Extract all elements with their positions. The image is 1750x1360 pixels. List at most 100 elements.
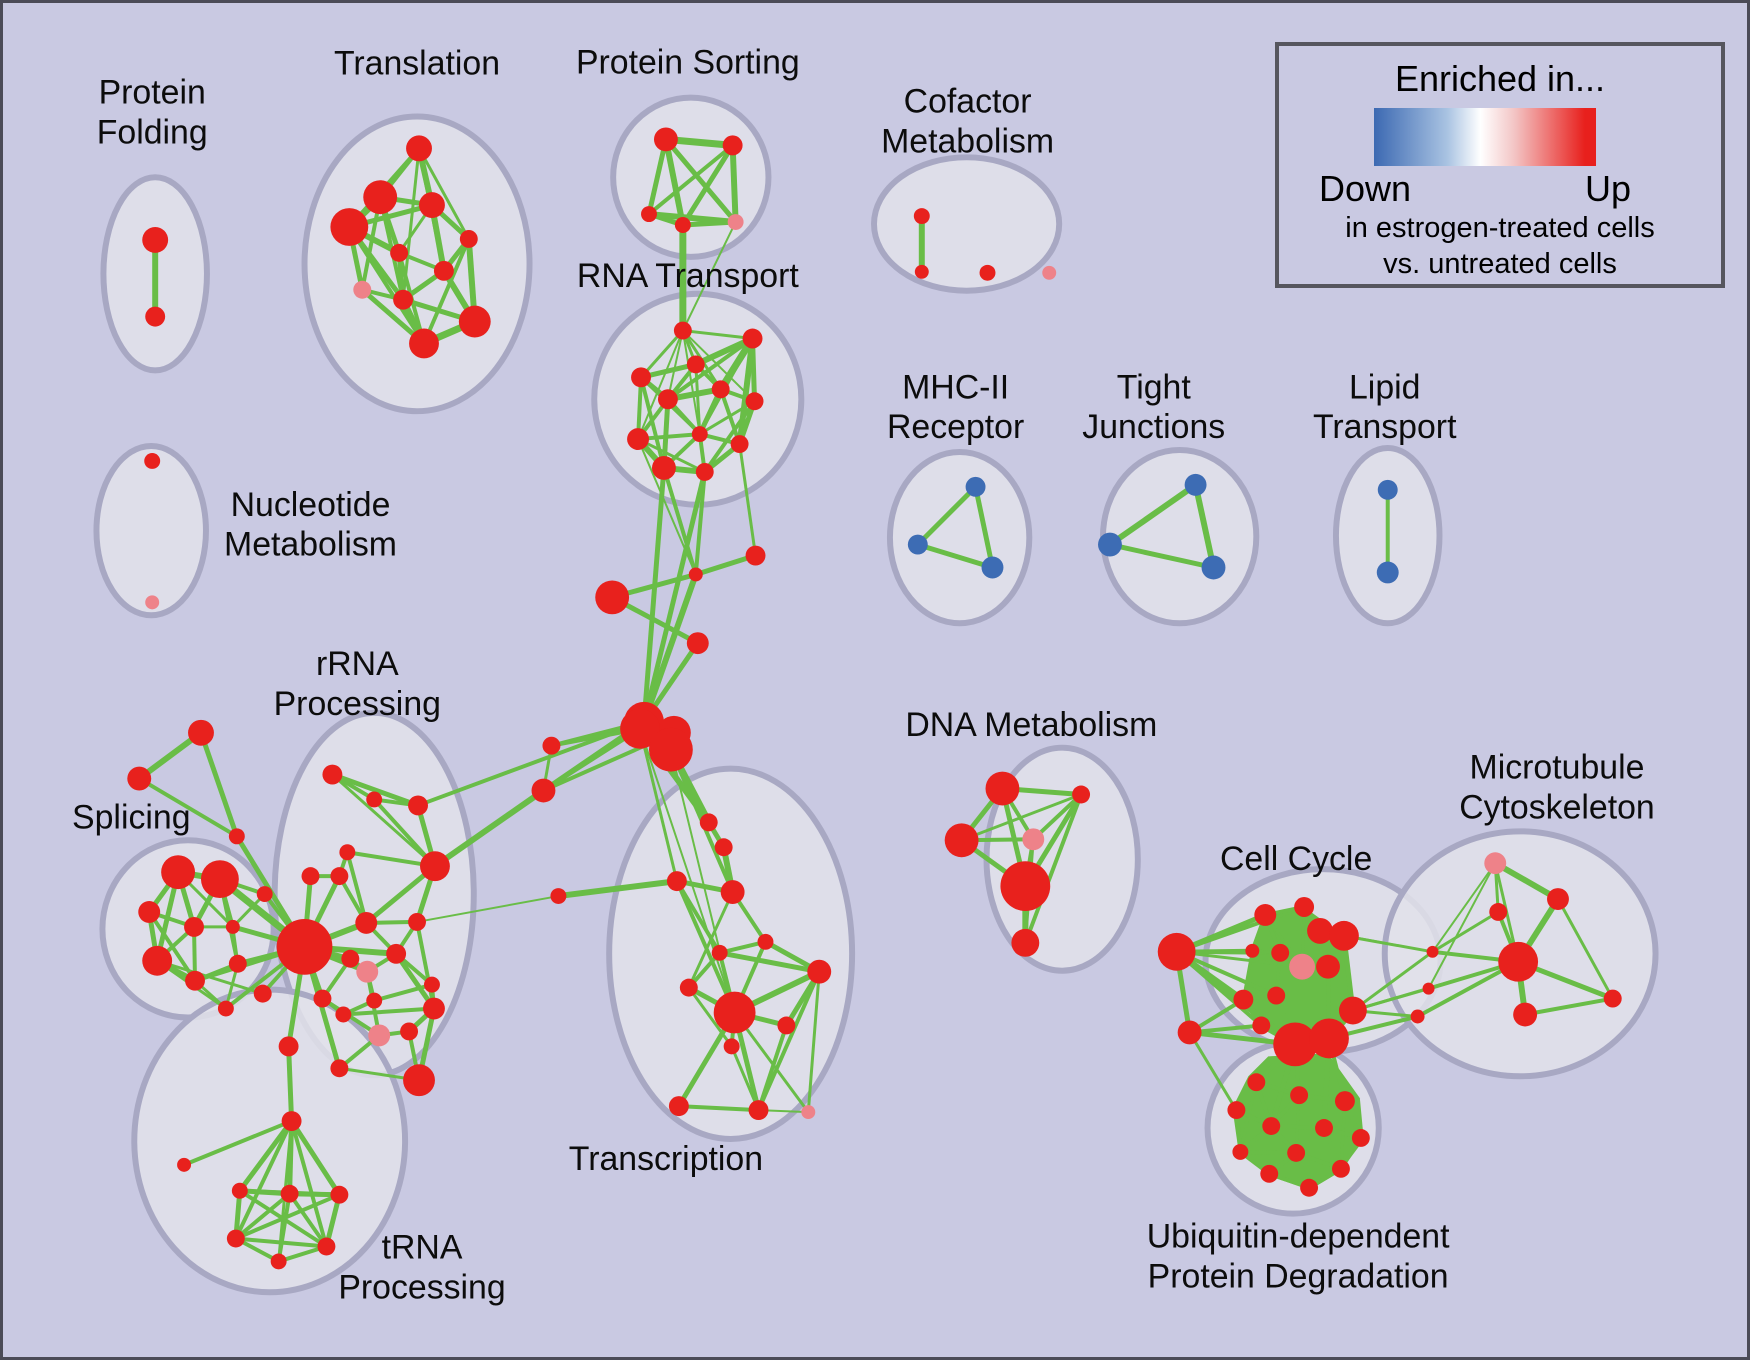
node-red [1309,1018,1349,1059]
edge [235,1192,341,1241]
cluster-label: Nucleotide Metabolism [224,486,397,564]
node-red [217,1000,234,1017]
edge [1176,905,1305,954]
edge [331,773,436,868]
node-red [317,1237,336,1256]
legend-down-label: Down [1319,168,1412,209]
node-blue [981,556,1004,579]
node-red [341,949,360,968]
node-red [711,380,730,399]
node-red [1271,943,1290,962]
node-red [745,392,764,411]
node-red [185,970,205,991]
edge [1189,1023,1262,1035]
edge [1431,910,1500,954]
node-red [745,545,766,566]
node-red [322,764,343,785]
cluster-label: Protein Folding [97,74,208,152]
edge [235,1236,327,1249]
node-red [1254,904,1277,926]
edge [637,437,706,474]
node-red [979,264,996,281]
node-red [699,813,718,832]
node-red [985,771,1020,806]
node-red [1260,1164,1279,1183]
node-red [742,328,763,349]
edge [1176,950,1303,969]
node-red [188,719,214,746]
node-pink [1484,852,1507,875]
node-red [228,954,247,973]
node-red [713,991,756,1034]
node-red [1157,932,1196,971]
node-red [1334,1091,1355,1112]
node-blue [1184,473,1207,496]
node-red [914,264,929,279]
layer-nodes [127,127,1622,1270]
node-red [1072,785,1091,804]
node-red [408,795,428,816]
node-red [363,180,398,215]
node-red [1315,1119,1333,1137]
edge [1427,862,1497,990]
edge [373,982,433,1003]
node-red [1177,1020,1202,1045]
node-red [674,217,691,233]
node-red [409,328,439,359]
edge [156,959,264,996]
node-red [695,462,714,481]
node-red [138,901,161,923]
edge [681,221,737,331]
node-red [408,912,426,931]
node-red [256,886,273,903]
edge [422,238,471,345]
edge [675,880,737,1014]
edge [687,986,733,1048]
node-red [1290,1086,1309,1105]
edge [198,731,240,838]
edge [372,798,437,868]
node-red [366,992,383,1009]
cluster-label: tRNA Processing [338,1228,505,1306]
edge [286,1046,295,1122]
edge [666,336,754,401]
edge [1192,484,1217,569]
edge [736,338,756,445]
edge [234,1192,291,1241]
node-red [200,860,239,899]
legend-subtitle-line1: in estrogen-treated cells [1345,212,1655,244]
node-red [666,871,687,892]
node-red [226,1229,245,1248]
edge [917,542,994,570]
cluster-label: DNA Metabolism [905,706,1157,744]
node-red [355,911,378,934]
node-red [1262,1117,1281,1135]
node-pink [145,595,160,610]
edge [433,788,546,869]
node-red [144,453,161,469]
node-red [722,135,743,156]
edge [1188,1031,1238,1111]
node-red [944,823,979,858]
edge [756,1024,789,1111]
cluster-ellipse [886,449,1033,627]
node-red [686,355,705,374]
node-red [1307,917,1333,944]
node-red [1287,1143,1306,1162]
layer-labels: Protein Folding Translation Protein Sorting… [72,44,1655,1307]
node-red [400,1022,419,1041]
node-red [1331,1159,1350,1178]
edge [693,471,707,575]
edge [662,467,698,576]
edge [1108,482,1198,548]
edge [638,728,679,882]
edge [680,144,735,227]
cluster-label: Protein Sorting [576,44,800,82]
edge [637,438,697,575]
edge [289,1120,329,1248]
edge [641,471,708,723]
node-red [777,1016,796,1035]
edge [1556,898,1615,1000]
edge [416,895,559,923]
node-red [145,306,166,327]
